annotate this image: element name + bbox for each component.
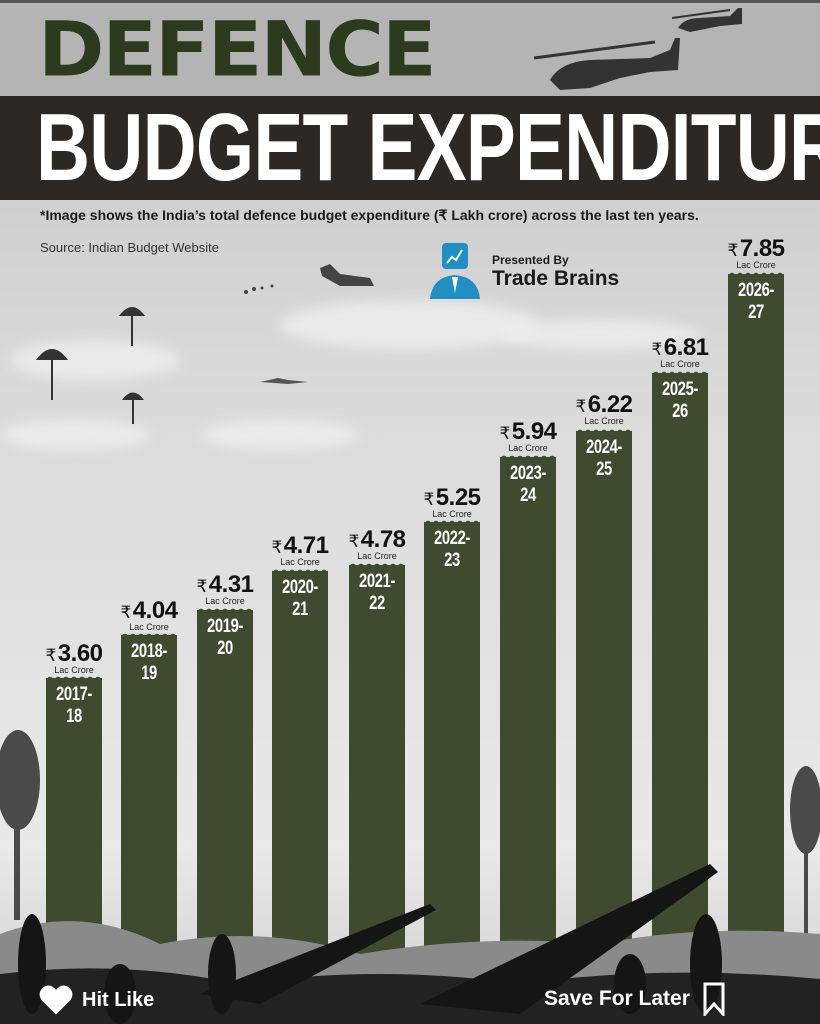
bookmark-icon bbox=[703, 982, 725, 1016]
tree-icon bbox=[790, 766, 820, 960]
bar-value-2021-22: ₹4.78 Lac Crore bbox=[348, 526, 406, 561]
bar-year-label: 2022-23 bbox=[434, 528, 470, 571]
bar-value-2024-25: ₹6.22 Lac Crore bbox=[575, 391, 633, 426]
brand-block: Presented By Trade Brains bbox=[428, 243, 619, 301]
bar-year-label: 2020-21 bbox=[282, 577, 318, 620]
like-button[interactable]: Hit Like bbox=[38, 984, 154, 1016]
save-for-later-button[interactable]: Save For Later bbox=[544, 982, 726, 1016]
jet-icon bbox=[260, 378, 308, 384]
bar-year-label: 2018-19 bbox=[131, 641, 167, 684]
cloud bbox=[0, 420, 150, 450]
title-defence: DEFENCE bbox=[38, 5, 437, 94]
title-budget-expenditure: BUDGET EXPENDITURE bbox=[36, 94, 820, 201]
bar-year-label: 2023-24 bbox=[510, 463, 546, 506]
bar-year-label: 2019-20 bbox=[207, 616, 243, 659]
presented-by-label: Presented By bbox=[492, 253, 569, 267]
bar-value-2025-26: ₹6.81 Lac Crore bbox=[651, 334, 709, 369]
bar-value-2020-21: ₹4.71 Lac Crore bbox=[271, 532, 329, 567]
cloud bbox=[280, 300, 540, 350]
bar-value-2018-19: ₹4.04 Lac Crore bbox=[120, 597, 178, 632]
parachute-icon bbox=[122, 392, 144, 424]
bar-value-2026-27: ₹7.85 Lac Crore bbox=[727, 235, 785, 270]
bar-value-2019-20: ₹4.31 Lac Crore bbox=[196, 571, 254, 606]
top-border bbox=[0, 0, 820, 3]
brand-name: Trade Brains bbox=[492, 267, 620, 290]
bar-2021-22: 2021-22 bbox=[349, 561, 405, 1024]
bar-2022-23: 2022-23 bbox=[424, 518, 480, 1024]
trade-brains-logo-icon bbox=[428, 243, 482, 301]
cloud bbox=[200, 420, 360, 450]
tree-icon bbox=[0, 730, 40, 920]
parachute-icon bbox=[36, 349, 68, 400]
source-label: Source: Indian Budget Website bbox=[40, 240, 219, 255]
bar-year-label: 2025-26 bbox=[662, 379, 698, 422]
bar-value-2023-24: ₹5.94 Lac Crore bbox=[499, 418, 557, 453]
bar-2025-26: 2025-26 bbox=[652, 369, 708, 1024]
bar-2023-24: 2023-24 bbox=[500, 453, 556, 1024]
plane-icon bbox=[244, 264, 374, 294]
helicopter-icon bbox=[671, 8, 742, 32]
bar-year-label: 2021-22 bbox=[359, 571, 395, 614]
bar-year-label: 2026-27 bbox=[738, 280, 774, 323]
chart-subtitle: *Image shows the India’s total defence b… bbox=[40, 207, 699, 223]
artillery-silhouette bbox=[0, 864, 820, 1024]
parachute-icon bbox=[119, 307, 145, 346]
like-label: Hit Like bbox=[82, 988, 155, 1011]
bar-2026-27: 2026-27 bbox=[728, 270, 784, 1024]
heart-icon bbox=[39, 985, 73, 1015]
bar-value-2022-23: ₹5.25 Lac Crore bbox=[423, 484, 481, 519]
save-label: Save For Later bbox=[544, 987, 690, 1010]
helicopter-icon bbox=[533, 38, 680, 90]
bar-year-label: 2024-25 bbox=[586, 437, 622, 480]
cloud bbox=[500, 320, 700, 350]
bar-value-2017-18: ₹3.60 Lac Crore bbox=[45, 640, 103, 675]
bar-year-label: 2017-18 bbox=[56, 684, 92, 727]
